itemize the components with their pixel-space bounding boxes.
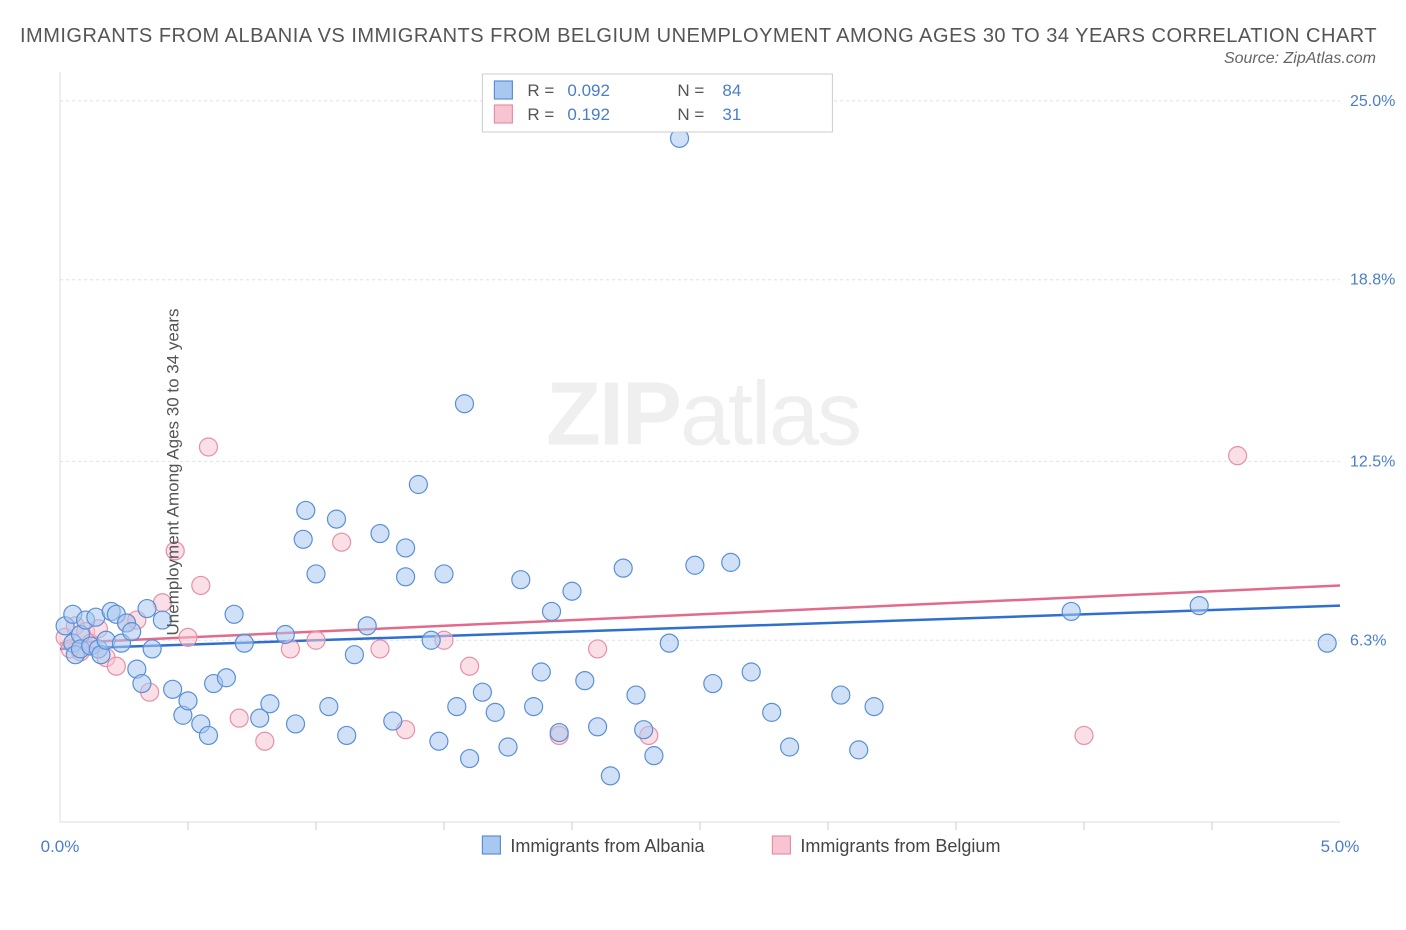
point-albania xyxy=(525,698,543,716)
point-albania xyxy=(614,559,632,577)
point-albania xyxy=(704,675,722,693)
legend-r-value: 0.092 xyxy=(567,81,610,100)
point-belgium xyxy=(192,576,210,594)
point-albania xyxy=(199,726,217,744)
point-belgium xyxy=(230,709,248,727)
point-albania xyxy=(448,698,466,716)
point-albania xyxy=(627,686,645,704)
point-albania xyxy=(576,672,594,690)
point-albania xyxy=(358,617,376,635)
point-albania xyxy=(307,565,325,583)
point-albania xyxy=(345,646,363,664)
point-albania xyxy=(294,530,312,548)
point-albania xyxy=(409,476,427,494)
point-albania xyxy=(384,712,402,730)
legend-swatch-belgium xyxy=(772,836,790,854)
x-tick-label: 5.0% xyxy=(1321,837,1360,856)
point-albania xyxy=(601,767,619,785)
point-albania xyxy=(217,669,235,687)
point-belgium xyxy=(1075,726,1093,744)
legend-n-label: N = xyxy=(677,105,704,124)
point-belgium xyxy=(1229,447,1247,465)
point-albania xyxy=(164,680,182,698)
point-albania xyxy=(1190,597,1208,615)
legend-label-belgium: Immigrants from Belgium xyxy=(800,836,1000,856)
point-albania xyxy=(850,741,868,759)
point-albania xyxy=(660,634,678,652)
point-albania xyxy=(550,724,568,742)
point-albania xyxy=(589,718,607,736)
point-albania xyxy=(123,623,141,641)
legend-label-albania: Immigrants from Albania xyxy=(510,836,705,856)
point-albania xyxy=(499,738,517,756)
y-axis-label: Unemployment Among Ages 30 to 34 years xyxy=(163,309,183,636)
legend-r-value: 0.192 xyxy=(567,105,610,124)
point-albania xyxy=(532,663,550,681)
trendline-belgium xyxy=(60,585,1340,643)
y-tick-label: 25.0% xyxy=(1350,93,1395,110)
scatter-chart: 6.3% 12.5% 18.8% 25.0% R = 0.092 N = 84 R = 0.192… xyxy=(0,62,1406,882)
point-albania xyxy=(327,510,345,528)
y-tick-label: 18.8% xyxy=(1350,272,1395,289)
legend-n-value: 31 xyxy=(722,105,741,124)
legend-swatch-albania xyxy=(482,836,500,854)
point-belgium xyxy=(307,631,325,649)
point-albania xyxy=(397,568,415,586)
point-albania xyxy=(486,703,504,721)
point-albania xyxy=(435,565,453,583)
point-albania xyxy=(430,732,448,750)
point-albania xyxy=(473,683,491,701)
point-albania xyxy=(261,695,279,713)
point-albania xyxy=(320,698,338,716)
point-albania xyxy=(865,698,883,716)
point-albania xyxy=(276,626,294,644)
point-albania xyxy=(635,721,653,739)
point-belgium xyxy=(199,438,217,456)
legend-n-label: N = xyxy=(677,81,704,100)
point-albania xyxy=(397,539,415,557)
point-albania xyxy=(297,501,315,519)
point-albania xyxy=(455,395,473,413)
point-albania xyxy=(287,715,305,733)
point-albania xyxy=(235,634,253,652)
point-albania xyxy=(133,675,151,693)
point-albania xyxy=(138,600,156,618)
point-belgium xyxy=(371,640,389,658)
point-albania xyxy=(742,663,760,681)
point-albania xyxy=(781,738,799,756)
point-albania xyxy=(371,525,389,543)
x-tick-label: 0.0% xyxy=(41,837,80,856)
point-belgium xyxy=(107,657,125,675)
point-albania xyxy=(338,726,356,744)
point-albania xyxy=(422,631,440,649)
point-belgium xyxy=(333,533,351,551)
chart-title: IMMIGRANTS FROM ALBANIA VS IMMIGRANTS FR… xyxy=(20,20,1386,52)
legend-swatch xyxy=(494,105,512,123)
point-albania xyxy=(563,582,581,600)
point-albania xyxy=(686,556,704,574)
point-albania xyxy=(543,602,561,620)
point-albania xyxy=(143,640,161,658)
point-albania xyxy=(763,703,781,721)
point-albania xyxy=(832,686,850,704)
legend-r-label: R = xyxy=(527,81,554,100)
point-albania xyxy=(461,750,479,768)
point-albania xyxy=(722,553,740,571)
legend-n-value: 84 xyxy=(722,81,741,100)
point-albania xyxy=(1318,634,1336,652)
point-belgium xyxy=(256,732,274,750)
point-albania xyxy=(225,605,243,623)
y-tick-label: 6.3% xyxy=(1350,632,1386,649)
point-belgium xyxy=(589,640,607,658)
point-albania xyxy=(512,571,530,589)
legend-swatch xyxy=(494,81,512,99)
point-albania xyxy=(645,747,663,765)
y-tick-label: 12.5% xyxy=(1350,453,1395,470)
point-belgium xyxy=(461,657,479,675)
point-albania xyxy=(179,692,197,710)
legend-r-label: R = xyxy=(527,105,554,124)
point-albania xyxy=(1062,602,1080,620)
